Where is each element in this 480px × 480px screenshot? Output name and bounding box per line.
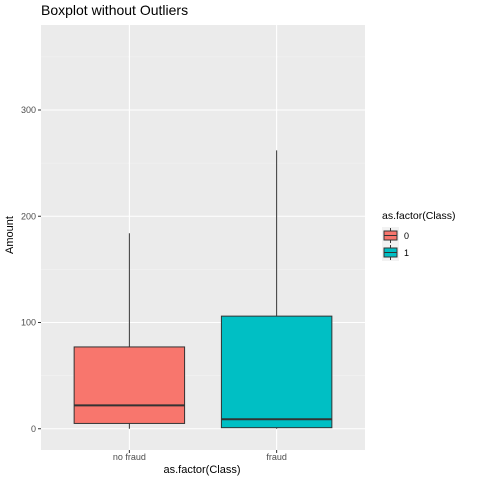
y-tick-label: 100 [21,318,36,328]
legend-title: as.factor(Class) [382,210,456,222]
box-group [73,150,333,429]
legend: as.factor(Class) 0 1 [382,210,456,261]
y-axis-ticks: 0 100 200 300 [21,105,41,434]
legend-label-1: 1 [404,248,409,258]
x-axis-ticks: no fraud fraud [113,450,287,462]
legend-label-0: 0 [404,231,409,241]
y-tick-label: 200 [21,211,36,221]
box-1 [220,315,333,429]
chart-title: Boxplot without Outliers [41,2,188,18]
box-0 [73,346,186,424]
x-tick-label: fraud [266,452,287,462]
y-axis-title: Amount [4,216,16,254]
y-tick-label: 300 [21,105,36,115]
y-tick-label: 0 [31,424,36,434]
x-tick-label: no fraud [113,452,146,462]
x-axis-title: as.factor(Class) [163,464,240,476]
